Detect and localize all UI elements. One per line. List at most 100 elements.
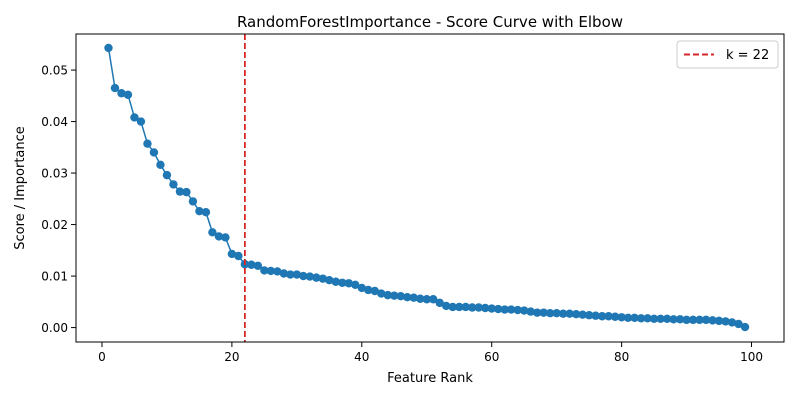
data-point-53: [442, 301, 451, 311]
data-point-6: [136, 117, 146, 126]
x-tick-label-0: 0: [98, 350, 106, 364]
data-point-16: [201, 208, 211, 217]
y-tick-label-0: 0.00: [41, 321, 68, 335]
y-tick-label-1: 0.01: [41, 270, 68, 284]
data-point-62: [500, 305, 509, 314]
y-tick-label-5: 0.05: [41, 64, 68, 78]
data-point-31: [299, 271, 308, 281]
data-point-67: [532, 308, 542, 317]
data-point-13: [182, 187, 191, 197]
data-point-32: [305, 272, 315, 281]
data-point-39: [351, 280, 360, 290]
data-point-3: [117, 89, 126, 98]
data-point-89: [675, 315, 685, 324]
data-point-94: [708, 316, 717, 325]
data-point-4: [123, 90, 133, 99]
data-point-5: [130, 113, 139, 122]
y-tick-label-4: 0.04: [41, 115, 68, 129]
data-point-35: [325, 275, 334, 285]
data-point-63: [506, 305, 516, 314]
data-point-64: [513, 305, 522, 315]
data-point-69: [545, 308, 555, 318]
data-point-75: [584, 311, 594, 320]
x-tick-label-2: 40: [354, 350, 369, 364]
data-point-87: [662, 314, 672, 324]
data-point-34: [318, 274, 328, 283]
series-marker-layer: [104, 43, 750, 332]
data-point-59: [481, 303, 490, 313]
data-point-48: [409, 293, 418, 302]
data-point-23: [247, 260, 256, 269]
legend-elbow-label: k = 22: [726, 48, 769, 63]
data-point-44: [383, 290, 392, 300]
data-point-40: [357, 283, 366, 293]
y-tick-label-2: 0.02: [41, 218, 68, 232]
data-point-21: [234, 251, 243, 261]
data-point-60: [487, 304, 496, 313]
data-point-28: [279, 269, 289, 278]
data-point-97: [727, 318, 737, 327]
data-point-72: [565, 309, 574, 318]
data-point-55: [455, 302, 464, 312]
data-point-43: [377, 289, 386, 298]
data-point-42: [370, 286, 379, 296]
data-point-37: [338, 278, 347, 287]
data-point-86: [656, 314, 665, 324]
data-point-12: [175, 187, 185, 196]
data-point-84: [643, 314, 652, 323]
data-point-70: [552, 308, 561, 318]
data-point-51: [429, 295, 438, 304]
data-point-73: [571, 309, 581, 319]
data-point-29: [286, 270, 295, 279]
data-point-49: [416, 294, 425, 303]
legend: k = 22: [676, 40, 779, 69]
data-point-33: [312, 273, 321, 282]
data-point-26: [266, 266, 276, 276]
data-point-2: [110, 83, 120, 93]
x-tick-label-1: 20: [224, 350, 239, 364]
data-point-56: [461, 302, 470, 312]
data-point-82: [630, 313, 639, 322]
data-point-9: [156, 160, 165, 170]
data-point-15: [195, 206, 204, 216]
data-point-10: [162, 170, 172, 180]
data-point-36: [331, 277, 341, 286]
plot-frame: [75, 33, 785, 343]
data-point-54: [448, 302, 457, 312]
data-point-52: [435, 298, 444, 308]
data-point-79: [610, 312, 620, 321]
data-point-77: [597, 312, 607, 321]
data-point-19: [221, 233, 230, 242]
data-point-50: [422, 295, 431, 304]
data-point-71: [558, 309, 568, 318]
data-point-18: [214, 232, 224, 241]
data-point-88: [669, 315, 678, 324]
y-axis: 0.00 0.01 0.02 0.03 0.04 0.05: [41, 64, 76, 335]
data-point-57: [468, 303, 477, 312]
data-point-92: [695, 315, 704, 325]
data-point-91: [688, 315, 698, 325]
data-point-93: [701, 315, 711, 325]
data-point-45: [390, 291, 399, 300]
data-point-14: [188, 197, 198, 206]
legend-box: [676, 40, 779, 69]
data-point-81: [623, 313, 633, 322]
data-point-38: [344, 279, 354, 288]
data-point-20: [227, 249, 237, 259]
data-point-90: [682, 315, 691, 325]
data-point-83: [636, 314, 646, 323]
data-point-24: [253, 261, 263, 270]
x-tick-label-3: 60: [484, 350, 499, 364]
plot-area: [104, 34, 750, 342]
data-point-61: [494, 304, 503, 314]
x-axis-label: Feature Rank: [387, 371, 473, 386]
data-point-41: [364, 285, 373, 295]
data-point-30: [292, 270, 302, 279]
data-point-7: [143, 139, 152, 148]
y-axis-label: Score / Importance: [13, 126, 28, 250]
x-tick-label-5: 100: [740, 350, 763, 364]
data-point-95: [714, 316, 724, 326]
data-point-8: [149, 148, 159, 157]
